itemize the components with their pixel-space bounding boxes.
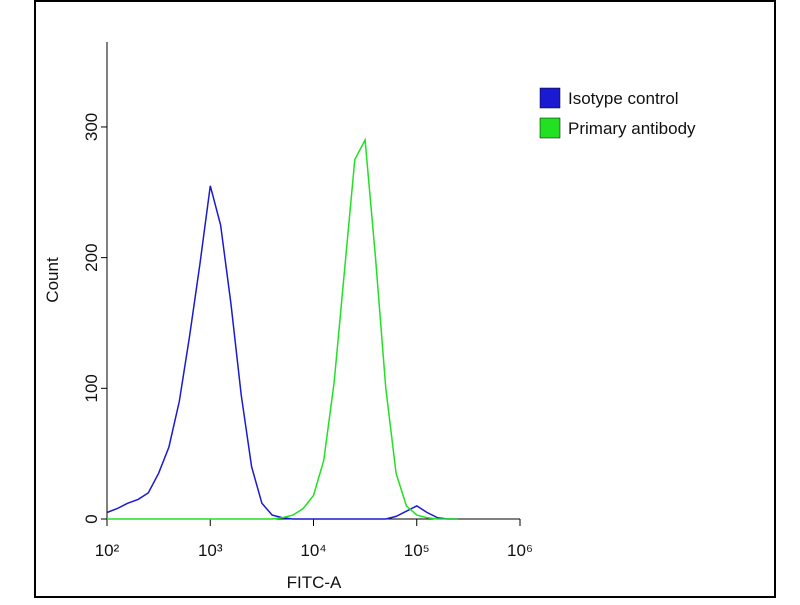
frame	[34, 0, 776, 598]
x-tick-label: 10⁴	[300, 541, 326, 560]
x-tick-label: 10⁵	[404, 541, 430, 560]
x-tick-label: 10²	[95, 541, 120, 560]
x-tick-label: 10⁶	[507, 541, 533, 560]
series-line	[106, 185, 459, 520]
x-axis-label: FITC-A	[287, 573, 342, 592]
legend-swatch	[539, 87, 561, 109]
x-tick-label: 10³	[198, 541, 223, 560]
series-line	[107, 137, 459, 520]
y-tick-label: 300	[82, 113, 101, 141]
y-tick-label: 0	[82, 514, 101, 523]
y-axis-label: Count	[43, 257, 62, 303]
y-tick-label: 200	[82, 243, 101, 271]
legend-swatch	[539, 117, 561, 139]
y-tick-label: 100	[82, 374, 101, 402]
legend-label: Primary antibody	[568, 119, 696, 138]
legend-label: Isotype control	[568, 89, 679, 108]
